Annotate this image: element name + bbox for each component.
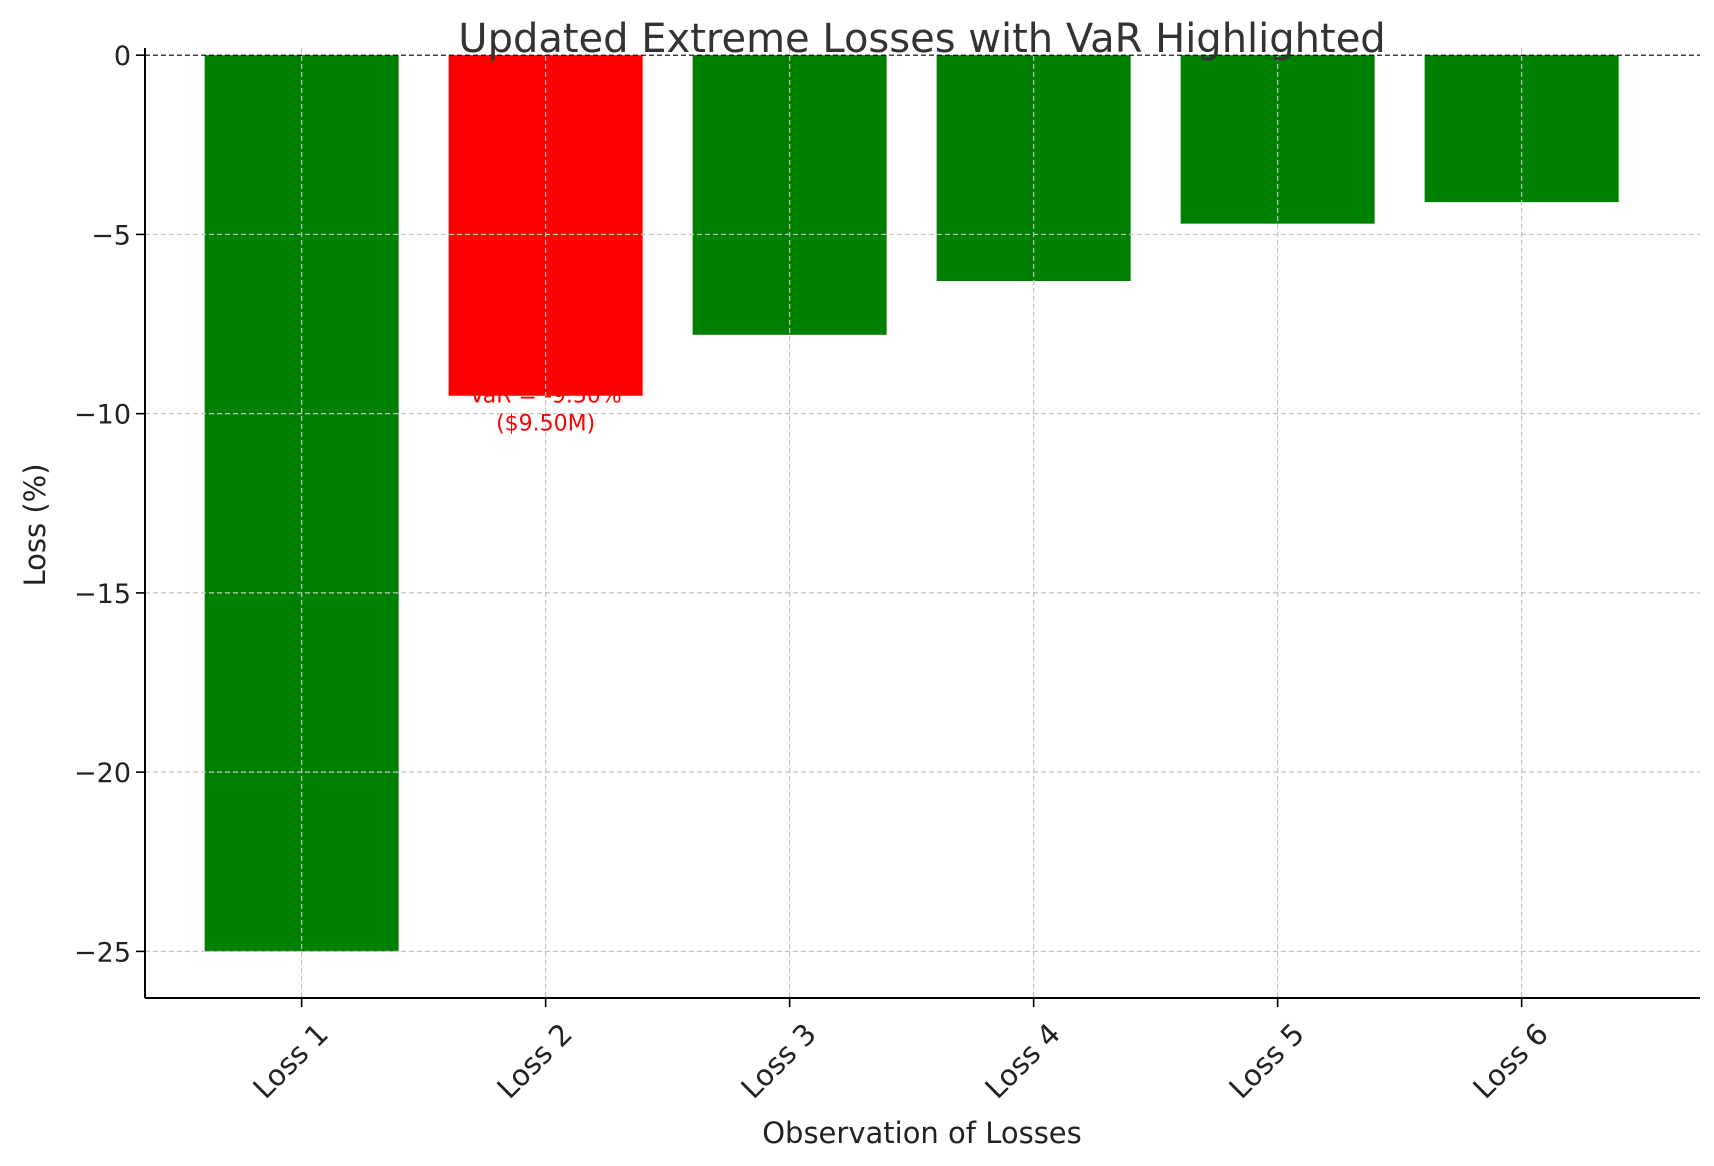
axes bbox=[144, 48, 1700, 999]
y-tick-label: 0 bbox=[114, 41, 131, 72]
var-annotation-line2: ($9.50M) bbox=[496, 412, 595, 437]
y-tick-label: −5 bbox=[91, 220, 131, 251]
chart-title: Updated Extreme Losses with VaR Highligh… bbox=[458, 16, 1385, 62]
y-tick-label: −25 bbox=[74, 937, 131, 968]
y-axis-label: Loss (%) bbox=[18, 463, 52, 586]
y-ticks: 0 −5 −10 −15 −20 −25 bbox=[74, 41, 145, 968]
annotation: VaR = -9.50% ($9.50M) bbox=[469, 384, 621, 437]
x-axis-label: Observation of Losses bbox=[762, 1116, 1082, 1150]
y-tick-label: −15 bbox=[74, 579, 131, 610]
y-tick-label: −20 bbox=[74, 758, 131, 789]
var-annotation-line1: VaR = -9.50% bbox=[469, 384, 621, 409]
y-tick-label: −10 bbox=[74, 400, 131, 431]
grid bbox=[145, 48, 1700, 998]
